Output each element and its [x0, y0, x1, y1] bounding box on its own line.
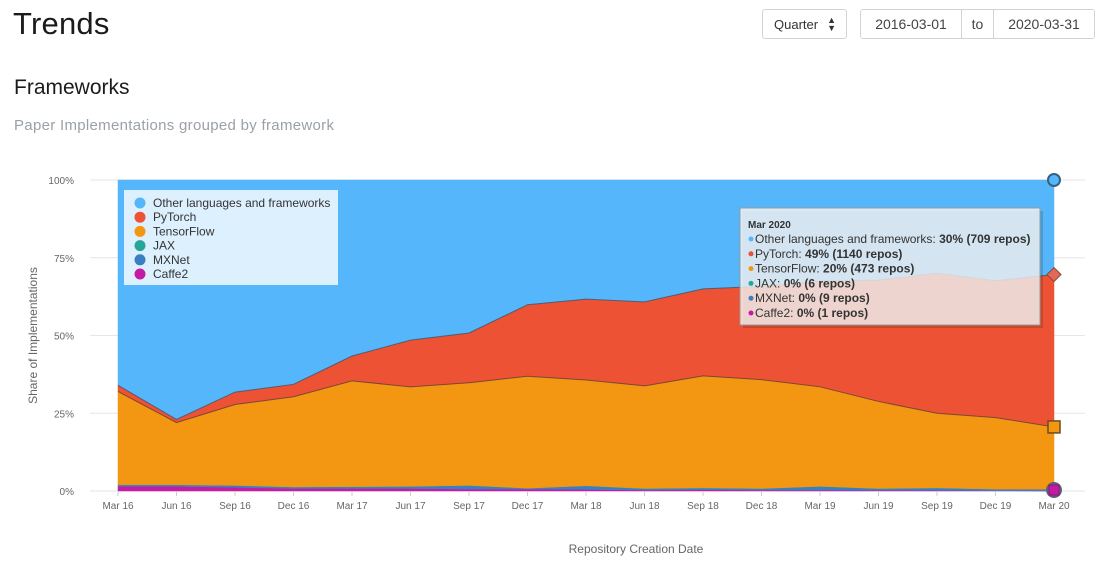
legend-swatch	[134, 225, 146, 237]
y-tick-label: 50%	[54, 332, 74, 343]
x-tick-label: Mar 19	[804, 501, 836, 512]
marker-tensorflow	[1047, 420, 1061, 434]
y-tick-label: 25%	[54, 409, 74, 420]
date-from-input[interactable]	[861, 10, 961, 38]
sort-caret-icon: ▲ ▼	[827, 15, 836, 33]
legend-item: PyTorch	[153, 210, 196, 224]
x-tick-label: Jun 16	[161, 501, 191, 512]
y-tick-label: 100%	[48, 176, 74, 187]
x-tick-label: Mar 18	[570, 501, 602, 512]
tooltip-bullet	[748, 310, 754, 316]
tooltip-bullet	[748, 266, 754, 272]
chart-legend: Other languages and frameworksPyTorchTen…	[124, 190, 338, 285]
tooltip-bullet	[748, 251, 754, 257]
tooltip-bullet	[748, 295, 754, 301]
page-title: Trends	[13, 6, 110, 41]
tooltip-row-value: 0% (9 repos)	[798, 291, 869, 305]
marker-caffe2	[1048, 484, 1060, 496]
tooltip-row-label: JAX:	[755, 276, 784, 290]
x-tick-label: Sep 19	[921, 501, 953, 512]
tooltip-row-value: 0% (1 repos)	[797, 306, 868, 320]
tooltip-row-label: Caffe2:	[755, 306, 797, 320]
marker-pytorch	[1046, 266, 1062, 283]
tooltip-box	[739, 207, 1041, 326]
tooltip-row: TensorFlow: 20% (473 repos)	[755, 262, 914, 276]
x-tick-label: Jun 19	[863, 501, 893, 512]
tooltip-row: MXNet: 0% (9 repos)	[755, 291, 870, 305]
tooltip-row: Caffe2: 0% (1 repos)	[755, 306, 868, 320]
tooltip-row-value: 30% (709 repos)	[939, 232, 1030, 246]
legend-background	[124, 190, 338, 285]
legend-item: TensorFlow	[153, 224, 215, 238]
tooltip-row: JAX: 0% (6 repos)	[755, 276, 855, 290]
tooltip-row-value: 49% (1140 repos)	[805, 247, 902, 261]
tooltip-row: PyTorch: 49% (1140 repos)	[755, 247, 902, 261]
legend-swatch	[134, 254, 146, 266]
tensorflow-top-line	[117, 375, 1055, 428]
tooltip-row-label: MXNet:	[755, 291, 798, 305]
legend-item: Caffe2	[153, 267, 188, 281]
period-select-value: Quarter	[774, 16, 819, 32]
tooltip-row-label: PyTorch:	[755, 247, 805, 261]
tooltip-row-label: Other languages and frameworks:	[755, 232, 939, 246]
y-tick-label: 0%	[60, 487, 75, 498]
tooltip-row-value: 20% (473 repos)	[823, 262, 914, 276]
legend-swatch	[134, 240, 146, 252]
legend-swatch	[134, 268, 146, 280]
tooltip-row-label: TensorFlow:	[755, 262, 823, 276]
legend-swatch	[134, 197, 146, 209]
x-tick-label: Dec 17	[512, 501, 544, 512]
x-axis-title: Repository Creation Date	[569, 542, 704, 556]
legend-swatch	[134, 211, 146, 223]
date-to-input[interactable]	[994, 10, 1094, 38]
x-tick-label: Mar 16	[102, 501, 134, 512]
x-tick-label: Dec 18	[746, 501, 778, 512]
tooltip-row-value: 0% (6 repos)	[784, 276, 855, 290]
x-tick-label: Sep 16	[219, 501, 251, 512]
x-tick-label: Mar 17	[336, 501, 368, 512]
tooltip-row: Other languages and frameworks: 30% (709…	[755, 232, 1031, 246]
x-tick-label: Mar 20	[1038, 501, 1070, 512]
legend-item: JAX	[153, 239, 175, 253]
tooltip-title: Mar 2020	[748, 220, 791, 231]
x-tick-label: Jun 17	[395, 501, 425, 512]
x-tick-label: Sep 17	[453, 501, 485, 512]
x-tick-label: Dec 16	[278, 501, 310, 512]
date-range: to	[860, 9, 1095, 39]
y-tick-label: 75%	[54, 254, 74, 265]
date-range-separator: to	[961, 10, 994, 38]
y-axis-title: Share of Implementations	[26, 267, 40, 404]
x-tick-label: Jun 18	[629, 501, 659, 512]
section-subtitle: Paper Implementations grouped by framewo…	[14, 117, 335, 134]
x-tick-label: Sep 18	[687, 501, 719, 512]
tooltip-bullet	[748, 280, 754, 286]
legend-item: MXNet	[153, 253, 190, 267]
section-title: Frameworks	[14, 76, 130, 99]
x-tick-label: Dec 19	[980, 501, 1012, 512]
date-range-controls: Quarter ▲▼ to	[762, 9, 1095, 39]
tooltip-bullet	[748, 236, 754, 242]
marker-other	[1047, 173, 1061, 187]
legend-item: Other languages and frameworks	[153, 196, 330, 210]
period-select[interactable]: Quarter ▲ ▼	[762, 9, 847, 39]
